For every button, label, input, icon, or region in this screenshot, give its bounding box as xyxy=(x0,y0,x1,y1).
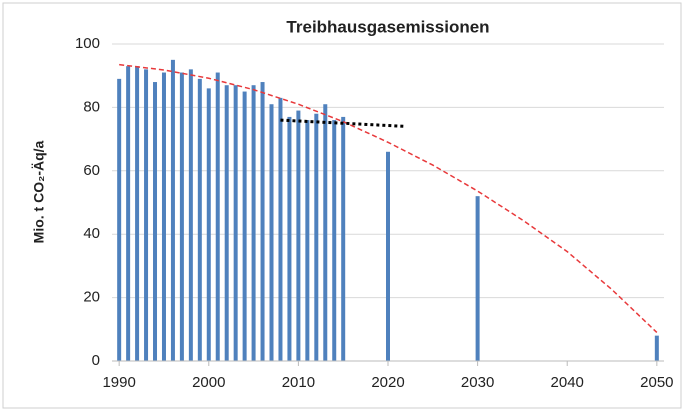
bar xyxy=(314,113,319,362)
bar xyxy=(215,72,220,361)
bar xyxy=(296,110,301,361)
bar xyxy=(260,82,265,361)
bar xyxy=(475,196,480,361)
y-tick-label: 40 xyxy=(83,225,100,242)
bar xyxy=(188,69,193,362)
y-tick-label: 60 xyxy=(83,162,100,179)
y-tick-label: 20 xyxy=(83,289,100,306)
bar xyxy=(341,116,346,361)
trend-line xyxy=(119,63,658,334)
bar xyxy=(161,72,166,361)
bar xyxy=(126,66,131,361)
bar xyxy=(251,85,256,362)
bar xyxy=(278,97,283,361)
bar xyxy=(224,85,229,362)
x-tick-label: 2000 xyxy=(192,374,225,391)
bar xyxy=(233,85,238,362)
y-tick-label: 100 xyxy=(75,35,100,52)
bar xyxy=(305,120,310,361)
bar xyxy=(170,59,175,361)
bar xyxy=(144,69,149,362)
bar xyxy=(287,116,292,361)
bar xyxy=(323,104,328,361)
x-tick-label: 1990 xyxy=(102,374,135,391)
bar xyxy=(153,82,158,361)
bar xyxy=(206,88,211,361)
bar xyxy=(242,91,247,362)
trend-line xyxy=(280,118,406,128)
x-tick-label: 2040 xyxy=(551,374,584,391)
y-tick-label: 80 xyxy=(83,98,100,115)
bar xyxy=(135,66,140,361)
y-tick-label: 0 xyxy=(92,352,100,369)
bar xyxy=(654,335,659,361)
bar xyxy=(117,78,122,362)
bar xyxy=(197,78,202,362)
x-tick-label: 2010 xyxy=(282,374,315,391)
x-tick-label: 2020 xyxy=(371,374,404,391)
bar xyxy=(386,151,390,361)
chart-title: Treibhausgasemissionen xyxy=(286,17,489,36)
y-axis-label: Mio. t CO₂-Äq/a xyxy=(31,140,47,243)
x-tick-label: 2050 xyxy=(640,374,673,391)
bar xyxy=(179,72,184,361)
bar xyxy=(332,120,337,361)
bar xyxy=(269,104,274,361)
x-tick-label: 2030 xyxy=(461,374,494,391)
